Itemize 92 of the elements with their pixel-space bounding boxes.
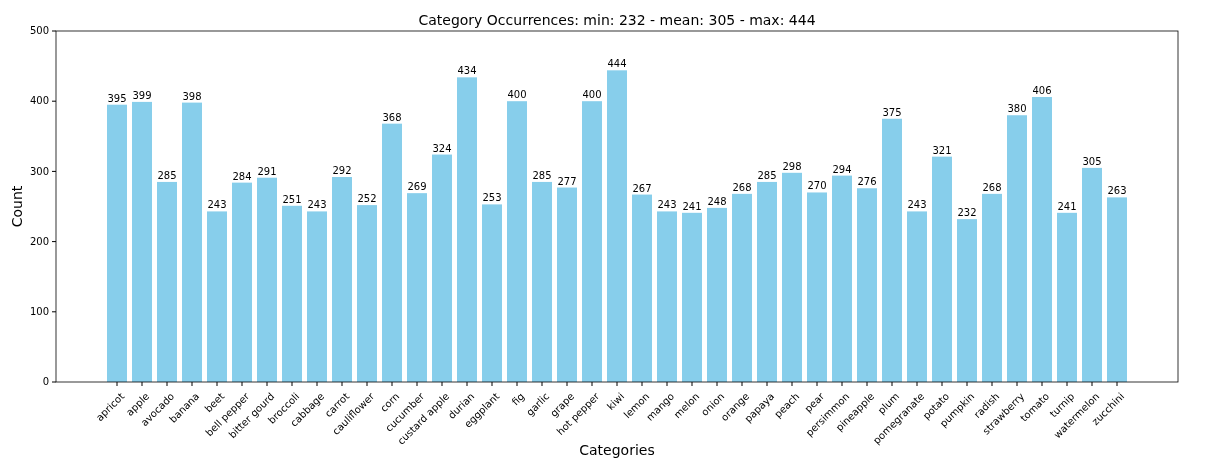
bar	[832, 175, 852, 382]
y-tick-label: 300	[29, 165, 49, 177]
bar	[682, 212, 702, 382]
bar	[207, 211, 227, 382]
bar	[157, 181, 177, 382]
bar	[357, 205, 377, 382]
data-label: 268	[982, 181, 1002, 193]
data-label: 368	[382, 111, 402, 123]
bar	[1007, 115, 1027, 382]
data-label: 276	[857, 176, 877, 188]
bar	[182, 102, 202, 382]
data-label: 269	[407, 181, 427, 193]
data-label: 298	[782, 160, 802, 172]
data-label: 252	[357, 193, 377, 205]
bar	[532, 181, 552, 382]
data-label: 285	[532, 169, 552, 181]
bar	[907, 211, 927, 382]
bar	[632, 194, 652, 382]
x-tick-label: fig	[509, 390, 527, 408]
bar	[1107, 197, 1127, 382]
data-label: 253	[482, 192, 502, 204]
data-label: 248	[707, 195, 727, 207]
data-label: 243	[907, 199, 927, 211]
bar	[482, 204, 502, 382]
y-tick-label: 0	[42, 376, 49, 388]
bar	[232, 182, 252, 382]
data-label: 291	[257, 165, 277, 177]
y-axis-title: Count	[9, 185, 25, 228]
bar	[707, 207, 727, 382]
data-label: 243	[207, 199, 227, 211]
data-label: 399	[132, 89, 152, 101]
data-label: 251	[282, 193, 302, 205]
bar	[407, 193, 427, 382]
data-label: 400	[582, 89, 602, 101]
y-tick-label: 400	[29, 95, 49, 107]
data-label: 232	[957, 207, 977, 219]
bar	[732, 193, 752, 382]
data-label: 305	[1082, 155, 1102, 167]
bar	[457, 77, 477, 382]
bar	[1057, 212, 1077, 382]
y-tick-label: 100	[29, 306, 49, 317]
bar	[132, 101, 152, 382]
bar	[957, 219, 977, 382]
bar	[807, 192, 827, 382]
bar	[282, 205, 302, 382]
data-label: 241	[1057, 200, 1077, 212]
data-label: 400	[507, 89, 527, 101]
bar	[382, 123, 402, 382]
bar	[657, 211, 677, 382]
x-axis-title: Categories	[579, 442, 655, 458]
bar	[757, 181, 777, 382]
data-label: 263	[1107, 185, 1127, 197]
bar	[782, 172, 802, 382]
data-label: 284	[232, 170, 252, 182]
data-label: 270	[807, 180, 827, 192]
data-label: 267	[632, 182, 652, 194]
bar	[107, 104, 127, 382]
bar	[857, 188, 877, 382]
bar	[882, 118, 902, 382]
data-label: 285	[757, 169, 777, 181]
data-label: 406	[1032, 84, 1052, 96]
data-label: 444	[607, 58, 627, 70]
bar	[432, 154, 452, 382]
bar	[507, 101, 527, 382]
data-label: 241	[682, 200, 702, 212]
bar	[582, 101, 602, 382]
data-label: 243	[657, 199, 677, 211]
data-label: 268	[732, 181, 752, 193]
bar	[1082, 167, 1102, 382]
data-label: 395	[107, 92, 127, 104]
data-label: 398	[182, 90, 202, 102]
data-label: 285	[157, 169, 177, 181]
bar	[257, 177, 277, 382]
data-label: 380	[1007, 103, 1027, 115]
bar	[307, 211, 327, 382]
bar	[607, 70, 627, 382]
data-label: 375	[882, 106, 902, 118]
data-label: 277	[557, 175, 577, 187]
bar	[982, 193, 1002, 382]
data-label: 294	[832, 163, 852, 175]
data-label: 292	[332, 165, 352, 177]
bar	[557, 187, 577, 382]
y-tick-label: 500	[29, 25, 49, 37]
bar	[332, 177, 352, 382]
data-label: 321	[932, 144, 952, 156]
bar	[1032, 96, 1052, 382]
data-label: 324	[432, 142, 452, 154]
chart-title: Category Occurrences: min: 232 - mean: 305 - max: 444	[418, 12, 816, 28]
bar	[932, 156, 952, 382]
data-label: 243	[307, 199, 327, 211]
y-tick-label: 200	[29, 235, 49, 247]
data-label: 434	[457, 65, 477, 77]
